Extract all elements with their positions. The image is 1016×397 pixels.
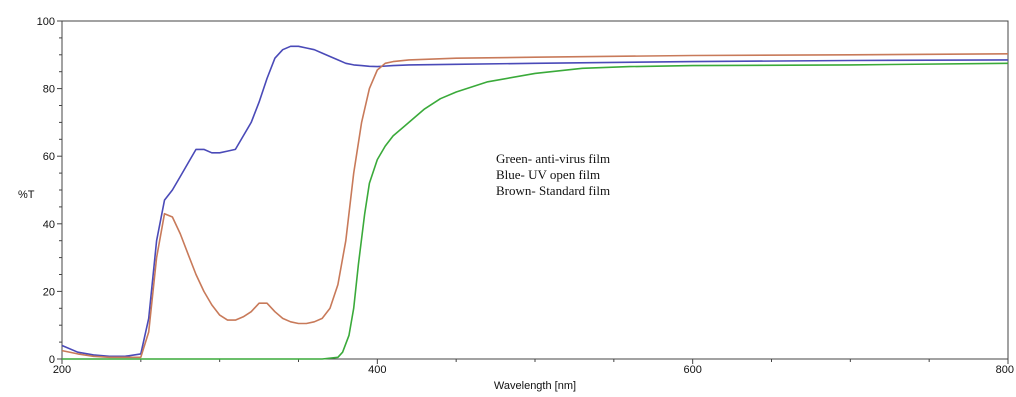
x-axis-ticks: 200 400 600 800 — [53, 359, 1014, 376]
y-tick-label: 20 — [43, 286, 55, 298]
annotation-blue: Blue- UV open film — [496, 167, 600, 182]
y-tick-label: 80 — [43, 84, 55, 96]
y-tick-label: 0 — [49, 354, 55, 366]
annotation-brown: Brown- Standard film — [496, 183, 610, 198]
x-tick-label: 200 — [53, 364, 71, 376]
series-line-brown — [61, 53, 1009, 359]
annotation-green: Green- anti-virus film — [496, 151, 610, 166]
y-tick-label: 60 — [43, 151, 55, 163]
series-line-blue — [61, 45, 1009, 358]
y-axis-ticks: 0 20 40 60 80 100 — [37, 16, 62, 366]
series-line-green — [62, 62, 1009, 360]
x-axis-title: Wavelength [nm] — [494, 380, 576, 392]
y-axis-title: %T — [18, 189, 35, 201]
y-tick-label: 40 — [43, 219, 55, 231]
series-layer — [61, 45, 1009, 360]
x-tick-label: 800 — [996, 364, 1014, 376]
plot-area — [61, 20, 1009, 360]
x-tick-label: 400 — [368, 364, 386, 376]
y-tick-label: 100 — [37, 16, 55, 28]
x-tick-label: 600 — [683, 364, 701, 376]
